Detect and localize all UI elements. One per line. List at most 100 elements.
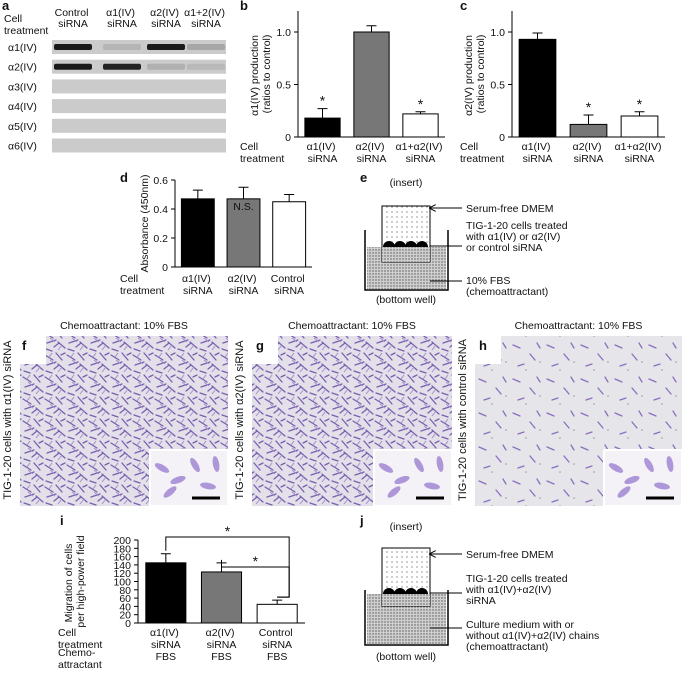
inset-cell (387, 486, 401, 498)
panel-label: c (460, 0, 467, 13)
text-line: (chemoattractant) (466, 641, 548, 653)
cells (383, 241, 428, 247)
text-line: Cell (240, 141, 261, 153)
second-row-label: FBS (267, 651, 287, 663)
text-line: FBS (156, 651, 176, 663)
text-line: b (240, 0, 248, 13)
text-line: Culture medium with or (466, 619, 577, 631)
text-line: h (479, 338, 487, 353)
inset-cell (163, 486, 177, 498)
inset-cell (644, 457, 654, 473)
text-line: attractant (58, 659, 102, 671)
blot-strip (52, 99, 226, 114)
error-bar (415, 111, 426, 114)
text-line: 180 (113, 543, 131, 555)
text-line: siRNA (406, 153, 436, 165)
text-line: 20 (119, 610, 131, 622)
y-tick-label: 80 (119, 585, 131, 597)
text-line: (chemoattractant) (466, 286, 548, 298)
text-line: TIG-1-20 cells with α2(IV) siRNA (234, 340, 246, 500)
y-tick-label: 0.5 (490, 80, 505, 92)
y-tick-label: 20 (119, 610, 131, 622)
text-line: per high-power field (75, 535, 87, 627)
x-tick-label: α2(IV) siRNA (356, 141, 388, 165)
letter-box (475, 336, 501, 364)
y-tick-label: 0.6 (153, 175, 168, 187)
micrograph-title: Chemoattractant: 10% FBS (60, 320, 188, 332)
inset-cell (170, 475, 186, 485)
second-row-label: FBS (211, 651, 231, 663)
panel-label: d (120, 170, 128, 185)
text-line: 1.0 (490, 27, 505, 39)
text-line: without α1(IV)+α2(IV) chains (465, 630, 602, 642)
text-line: α2(IV) (206, 627, 238, 639)
text-line: Serum-free DMEM (466, 549, 554, 561)
error-bar (583, 114, 594, 125)
blot-band (103, 63, 141, 70)
text-line: siRNA (107, 18, 137, 30)
panel-label: h (479, 338, 487, 353)
text-line: α2(IV) (150, 7, 182, 19)
arrows (430, 554, 462, 629)
text-line: with α1(IV) or α2(IV) (465, 231, 563, 243)
micrograph-title: Chemoattractant: 10% FBS (288, 320, 416, 332)
text-line: siRNA (625, 153, 655, 165)
inset-cell (200, 482, 216, 490)
y-tick-label: 0.2 (153, 233, 168, 245)
text-line: α1(IV) (150, 627, 182, 639)
insert-medium (382, 594, 430, 606)
text-line: α2(IV) (356, 141, 388, 153)
row-label: Cell treatment (58, 627, 102, 651)
y-tick-label: 100 (113, 577, 131, 589)
blot-row: α3(IV) (8, 81, 37, 93)
x-tick-label: Control siRNA (271, 273, 308, 297)
significance-bracket (221, 559, 290, 598)
y-axis-label: α1(IV) production (ratios to control) (249, 32, 273, 116)
bar (402, 113, 439, 138)
text-line: α1+α2(IV) (615, 141, 665, 153)
y-tick-label: 1.0 (276, 27, 291, 39)
text-line: or control siRNA (466, 242, 542, 254)
text-line: α1+2(IV) (184, 7, 228, 19)
text-line: TIG-1-20 cells with control siRNA (457, 338, 469, 501)
x-tick-label: α2(IV) siRNA (573, 141, 605, 165)
diagram-cells: TIG-1-20 cells treated with α1(IV)+α2(IV… (465, 573, 570, 607)
bar (518, 38, 557, 138)
text-line: treatment (4, 25, 48, 37)
blot-strip (52, 118, 226, 133)
bar (180, 198, 215, 268)
text-line: 200 (113, 535, 131, 547)
x-tick-label: α1(IV) siRNA (150, 627, 182, 651)
diagram-insert: (insert) (390, 521, 423, 533)
text-line: f (22, 338, 27, 353)
text-line: * (225, 523, 231, 539)
text-line: α4(IV) (8, 101, 37, 113)
error-bar (634, 111, 645, 116)
x-tick-label: α1+α2(IV) siRNA (396, 141, 446, 165)
text-line: siRNA (151, 18, 181, 30)
text-line: * (418, 96, 424, 112)
text-line: 0.5 (276, 80, 291, 92)
text-line: (ratios to control) (475, 35, 487, 114)
text-line: a (2, 0, 10, 13)
text-line: 0 (499, 132, 505, 144)
text-line: * (320, 93, 326, 109)
text-line: 0 (125, 618, 131, 630)
text-line: siRNA (191, 18, 221, 30)
blot-band (103, 44, 141, 50)
panel-label: i (60, 513, 64, 528)
inset-cell (436, 456, 444, 472)
text-line: (bottom well) (376, 651, 436, 663)
text-line: TIG-1-20 cells treated (466, 573, 570, 585)
significance-marker: * (586, 99, 592, 115)
text-line: siRNA (357, 153, 387, 165)
text-line: α1(IV) (307, 141, 339, 153)
text-line: Chemo- (58, 647, 96, 659)
text-line: TIG-1-20 cells with α1(IV) siRNA (2, 340, 14, 500)
diagram-j (364, 548, 462, 646)
text-line: d (120, 170, 128, 185)
diagram-upper: Serum-free DMEM (466, 203, 554, 215)
blot-column: α2(IV) siRNA (150, 7, 182, 30)
y-tick-label: 180 (113, 543, 131, 555)
